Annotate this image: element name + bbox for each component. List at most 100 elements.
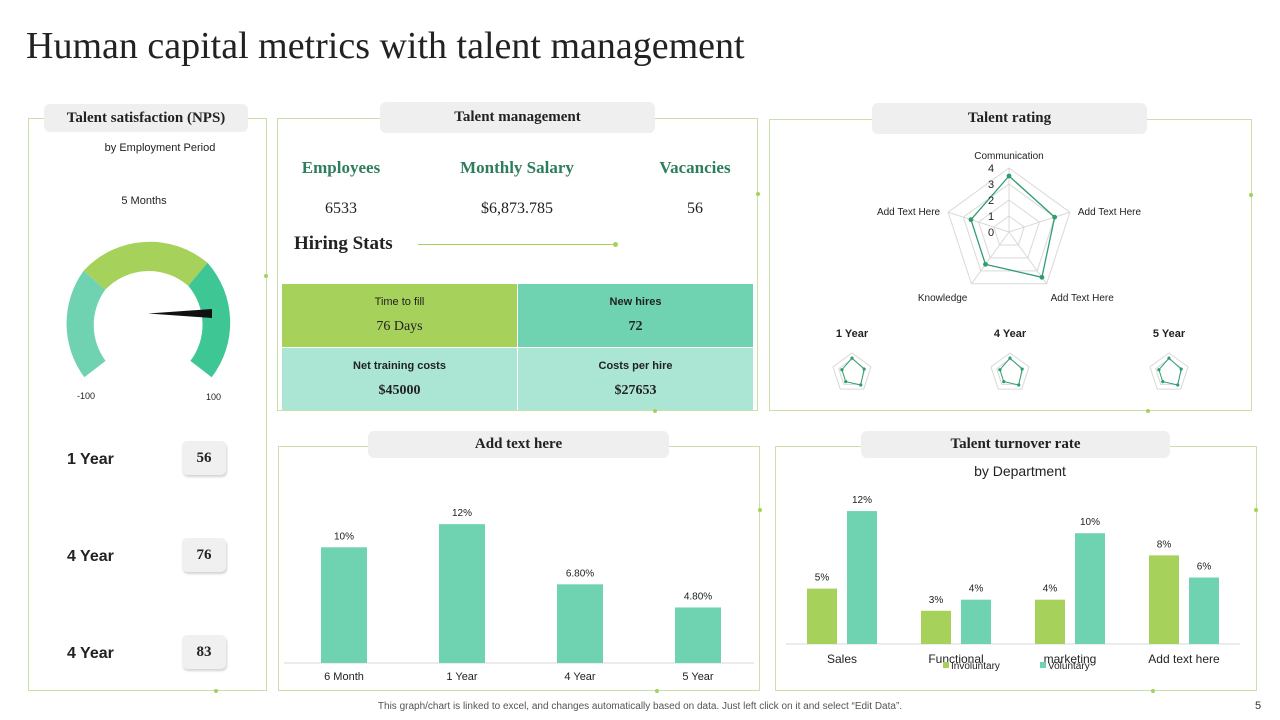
handle-dot xyxy=(1151,689,1155,693)
gauge-segment-right xyxy=(188,262,231,378)
metric-salary: Monthly Salary xyxy=(438,158,596,178)
bar-data-label: 6.80% xyxy=(566,568,594,579)
metric-head: Monthly Salary xyxy=(460,158,574,177)
nps-subtitle: by Employment Period xyxy=(104,142,216,154)
radar-tick-label: 3 xyxy=(988,179,994,191)
nps-year-value: 56 xyxy=(182,441,226,475)
handle-dot xyxy=(1146,409,1150,413)
mini-radar-point xyxy=(1157,368,1161,372)
bar-data-label: 4.80% xyxy=(684,591,712,602)
metric-value: 56 xyxy=(687,200,703,217)
page-title: Human capital metrics with talent manage… xyxy=(26,25,745,67)
nps-year-value: 76 xyxy=(182,538,226,572)
turnover-bar xyxy=(1189,577,1219,644)
turnover-chart: 5% 12% Sales 3% 4% Functional 4% 10% marketing 8%… xyxy=(786,495,1240,672)
mini-radar-point xyxy=(1002,379,1006,384)
gauge-min-label: -100 xyxy=(77,391,96,401)
bar-chart-title: Add text here xyxy=(368,431,669,458)
mini-radar-label: 5 Year xyxy=(1152,328,1186,340)
turnover-data-label: 4% xyxy=(1043,584,1058,595)
turnover-data-label: 5% xyxy=(815,573,830,584)
cell-label: Time to fill xyxy=(374,296,425,308)
metric-head: Employees xyxy=(301,158,381,177)
turnover-category-label: Sales xyxy=(827,652,857,666)
cell-label: Net training costs xyxy=(353,359,446,372)
talent-rating-title: Talent rating xyxy=(872,103,1147,134)
turnover-bar xyxy=(807,588,837,644)
handle-dot xyxy=(655,689,659,693)
mini-radar-point xyxy=(850,356,854,360)
gauge-segment-left xyxy=(66,270,106,378)
mini-radar-grid xyxy=(990,352,1030,390)
mini-radar-line xyxy=(999,357,1023,386)
mini-radar-grid xyxy=(832,352,872,390)
radar-axis-label: Add Text Here xyxy=(877,207,941,218)
turnover-subtitle: by Department xyxy=(974,463,1066,479)
mini-radar-grid xyxy=(1149,352,1189,390)
turnover-category-label: Functional xyxy=(928,652,983,666)
mini-radar-point xyxy=(1179,367,1183,371)
bar xyxy=(439,524,485,663)
radar-point xyxy=(983,261,988,267)
radar-grid-ring xyxy=(962,183,1056,272)
bar xyxy=(675,607,721,663)
radar-tick-label: 0 xyxy=(988,227,994,239)
turnover-category-label: marketing xyxy=(1044,652,1097,666)
mini-radar-label: 1 Year xyxy=(835,328,869,340)
nps-year-label: 1 Year xyxy=(67,451,114,468)
radar-series-line xyxy=(970,175,1056,279)
metric-vacancies: Vacancies xyxy=(640,158,750,178)
mini-radar-point xyxy=(859,383,863,387)
radar-grid-ring xyxy=(993,215,1025,246)
gauge-segment-middle xyxy=(83,241,208,290)
turnover-bar xyxy=(921,610,951,644)
metric-value: $6,873.785 xyxy=(481,200,553,217)
nps-year-label: 4 Year xyxy=(67,548,114,565)
radar-axis-label: Communication xyxy=(974,151,1043,162)
turnover-bar xyxy=(1035,599,1065,644)
turnover-data-label: 3% xyxy=(929,595,944,606)
cell-value: $45000 xyxy=(378,382,421,398)
turnover-title: Talent turnover rate xyxy=(861,431,1170,458)
turnover-bar xyxy=(1075,533,1105,644)
turnover-bar xyxy=(1149,555,1179,644)
bar xyxy=(557,584,603,663)
radar-tick-label: 4 xyxy=(988,163,994,175)
handle-dot xyxy=(214,689,218,693)
mini-radar-point xyxy=(998,368,1002,372)
turnover-data-label: 8% xyxy=(1157,539,1172,550)
radar-spoke xyxy=(970,231,1010,285)
radar-point xyxy=(968,217,974,223)
handle-dot xyxy=(613,242,618,247)
mini-radar-point xyxy=(840,368,844,372)
turnover-data-label: 6% xyxy=(1197,562,1212,573)
mini-radar-point xyxy=(1167,356,1171,360)
metric-head: Vacancies xyxy=(659,158,731,177)
legend-label: Voluntary xyxy=(1048,661,1090,672)
cell-value: 72 xyxy=(628,319,643,334)
bar xyxy=(321,547,367,663)
bar-category-label: 6 Month xyxy=(324,671,364,683)
radar-grid-ring xyxy=(977,199,1041,259)
footer-note: This graph/chart is linked to excel, and… xyxy=(377,701,903,712)
bar-category-label: 5 Year xyxy=(682,671,714,683)
turnover-bar xyxy=(961,599,991,644)
radar-spoke xyxy=(947,211,1010,233)
turnover-data-label: 12% xyxy=(852,495,872,506)
mini-radar-grid xyxy=(996,358,1024,385)
cell-label: New hires xyxy=(609,296,662,308)
hiring-cell-costs-per-hire: Costs per hire $27653 xyxy=(518,348,753,410)
turnover-data-label: 4% xyxy=(969,584,984,595)
radar-spoke xyxy=(1008,211,1071,233)
gauge-label: 5 Months xyxy=(121,195,167,207)
metric-value: 6533 xyxy=(325,200,357,217)
bar-category-label: 4 Year xyxy=(564,671,596,683)
mini-radar-grid xyxy=(838,358,866,385)
handle-dot xyxy=(1249,193,1253,197)
handle-dot xyxy=(653,409,657,413)
radar-point xyxy=(1052,214,1058,220)
mini-radar-point xyxy=(1161,379,1165,384)
mini-radar-grid xyxy=(1155,358,1183,385)
radar-axis-label: Knowledge xyxy=(918,293,968,304)
